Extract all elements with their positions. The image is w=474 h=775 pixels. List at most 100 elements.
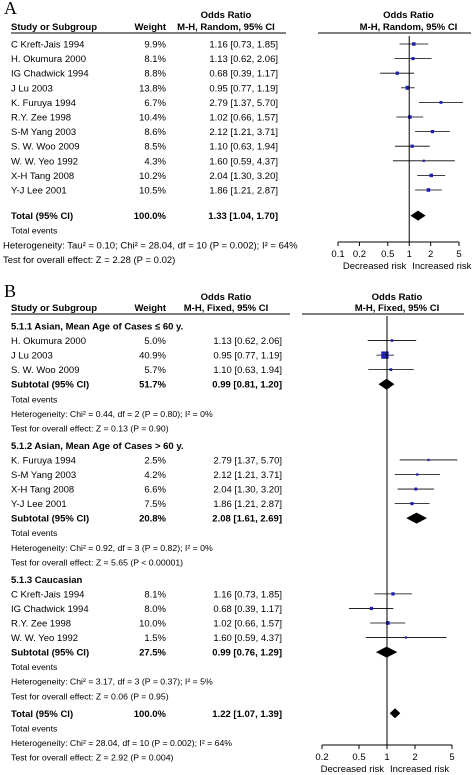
study-weight: 27.5%	[139, 648, 166, 659]
subgroup-heading: 5.1.3 Caucasian	[11, 575, 82, 586]
study-name: J Lu 2003	[11, 351, 53, 362]
odds-ratio-ci: 1.16 [0.73, 1.85]	[209, 40, 278, 51]
study-weight: 100.0%	[134, 709, 167, 720]
increased-risk-label: Increased risk	[412, 261, 471, 272]
odds-ratio-ci: 1.86 [1.21, 2.87]	[213, 499, 282, 510]
subtotal-label: Subtotal (95% CI)	[11, 380, 89, 391]
study-weight: 10.0%	[139, 619, 166, 630]
study-estimate-marker	[381, 351, 389, 359]
study-estimate-marker	[405, 85, 410, 90]
study-name: S-M Yang 2003	[11, 127, 76, 138]
odds-ratio-ci: 1.10 [0.63, 1.94]	[213, 365, 282, 376]
subgroup-heading: 5.1.2 Asian, Mean Age of Cases > 60 y.	[11, 441, 184, 452]
study-column-header: Study or Subgroup	[11, 303, 97, 314]
study-name: C Kreft-Jais 1994	[11, 589, 84, 600]
study-estimate-marker	[410, 144, 414, 148]
study-weight: 8.8%	[144, 69, 166, 80]
study-name: C Kreft-Jais 1994	[11, 40, 84, 51]
study-name: J Lu 2003	[11, 83, 53, 94]
study-weight: 13.8%	[139, 83, 166, 94]
odds-ratio-ci: 1.60 [0.59, 4.37]	[213, 633, 282, 644]
x-tick-label: 1	[384, 752, 389, 763]
study-estimate-marker	[411, 57, 415, 61]
plot-or-header: Odds Ratio	[372, 292, 423, 303]
study-estimate-marker	[410, 502, 414, 506]
or-method-header: M-H, Random, 95% CI	[177, 22, 275, 33]
study-name: X-H Tang 2008	[11, 485, 74, 496]
study-name: K. Furuya 1994	[11, 98, 76, 109]
study-estimate-marker	[429, 173, 434, 178]
study-weight: 10.5%	[139, 186, 166, 197]
odds-ratio-ci: 2.04 [1.30, 3.20]	[213, 485, 282, 496]
study-weight: 5.7%	[144, 365, 166, 376]
odds-ratio-ci: 1.22 [1.07, 1.39]	[212, 709, 282, 720]
subtotal-label: Subtotal (95% CI)	[11, 648, 89, 659]
odds-ratio-ci: 1.10 [0.63, 1.94]	[209, 142, 278, 153]
odds-ratio-ci: 1.13 [0.62, 2.06]	[213, 336, 282, 347]
summary-note: Total events	[11, 723, 58, 733]
study-estimate-marker	[427, 458, 430, 462]
summary-note: Test for overall effect: Z = 0.06 (P = 0…	[11, 691, 169, 701]
subtotal-label: Subtotal (95% CI)	[11, 514, 89, 525]
total-label: Total (95% CI)	[11, 709, 73, 720]
odds-ratio-ci: 0.95 [0.77, 1.19]	[213, 351, 282, 362]
study-estimate-marker	[369, 606, 374, 611]
study-weight: 5.0%	[144, 336, 166, 347]
study-weight: 1.5%	[144, 633, 166, 644]
summary-note: Test for overall effect: Z = 2.92 (P = 0…	[11, 752, 174, 762]
study-weight: 10.4%	[139, 113, 166, 124]
odds-ratio-ci: 0.68 [0.39, 1.17]	[213, 604, 282, 615]
study-weight: 6.7%	[144, 98, 166, 109]
plot-method-header: M-H, Fixed, 95% CI	[355, 303, 439, 314]
odds-ratio-ci: 2.08 [1.61, 2.69]	[212, 514, 282, 525]
study-estimate-marker	[408, 115, 412, 119]
increased-risk-label: Increased risk	[390, 764, 449, 775]
study-weight: 8.1%	[144, 54, 166, 65]
subtotal-diamond	[406, 512, 427, 524]
odds-ratio-ci: 1.02 [0.66, 1.57]	[213, 619, 282, 630]
summary-note: Test for overall effect: Z = 5.65 (P < 0…	[11, 557, 183, 567]
weight-column-header: Weight	[135, 22, 167, 33]
x-tick-label: 1	[407, 249, 412, 260]
study-estimate-marker	[439, 100, 443, 104]
study-weight: 8.6%	[144, 127, 166, 138]
study-weight: 51.7%	[139, 380, 166, 391]
plot-or-header: Odds Ratio	[383, 10, 434, 21]
decreased-risk-label: Decreased risk	[343, 261, 407, 272]
study-name: IG Chadwick 1994	[11, 604, 89, 615]
panel-label: A	[4, 0, 17, 18]
study-weight: 6.6%	[144, 485, 166, 496]
odds-ratio-ci: 1.02 [0.66, 1.57]	[209, 113, 278, 124]
study-estimate-marker	[390, 339, 394, 342]
summary-note: Heterogeneity: Chi² = 0.44, df = 2 (P = …	[11, 409, 213, 419]
odds-ratio-ci: 1.60 [0.59, 4.37]	[209, 156, 278, 167]
x-tick-label: 0.2	[353, 249, 366, 260]
study-estimate-marker	[395, 71, 399, 75]
odds-ratio-ci: 2.12 [1.21, 3.71]	[209, 127, 278, 138]
study-weight: 8.0%	[144, 604, 166, 615]
study-estimate-marker	[404, 636, 408, 639]
forest-panel-a: A Odds Ratio M-H, Random, 95% CI Odds Rati…	[0, 0, 474, 280]
total-label: Total (95% CI)	[11, 211, 73, 222]
weighted-or-header: Odds Ratio	[201, 292, 252, 303]
odds-ratio-ci: 0.68 [0.39, 1.17]	[209, 69, 278, 80]
odds-ratio-ci: 2.79 [1.37, 5.70]	[213, 455, 282, 466]
x-tick-label: 2	[412, 752, 417, 763]
summary-note: Total events	[11, 226, 58, 236]
odds-ratio-ci: 0.99 [0.76, 1.29]	[212, 648, 282, 659]
study-estimate-marker	[414, 487, 418, 491]
odds-ratio-ci: 2.79 [1.37, 5.70]	[209, 98, 278, 109]
study-name: IG Chadwick 1994	[11, 69, 89, 80]
x-tick-label: 2	[428, 249, 433, 260]
odds-ratio-ci: 0.95 [0.77, 1.19]	[209, 83, 278, 94]
summary-note: Heterogeneity: Chi² = 0.92, df = 3 (P = …	[11, 543, 213, 553]
summary-note: Heterogeneity: Tau² = 0.10; Chi² = 28.04…	[3, 240, 298, 251]
x-tick-label: 5	[449, 752, 454, 763]
study-estimate-marker	[416, 473, 419, 476]
study-weight: 4.2%	[144, 470, 166, 481]
study-name: R.Y. Zee 1998	[11, 113, 71, 124]
summary-note: Test for overall effect: Z = 2.28 (P = 0…	[3, 255, 175, 266]
study-name: R.Y. Zee 1998	[11, 619, 71, 630]
odds-ratio-ci: 1.13 [0.62, 2.06]	[209, 54, 278, 65]
